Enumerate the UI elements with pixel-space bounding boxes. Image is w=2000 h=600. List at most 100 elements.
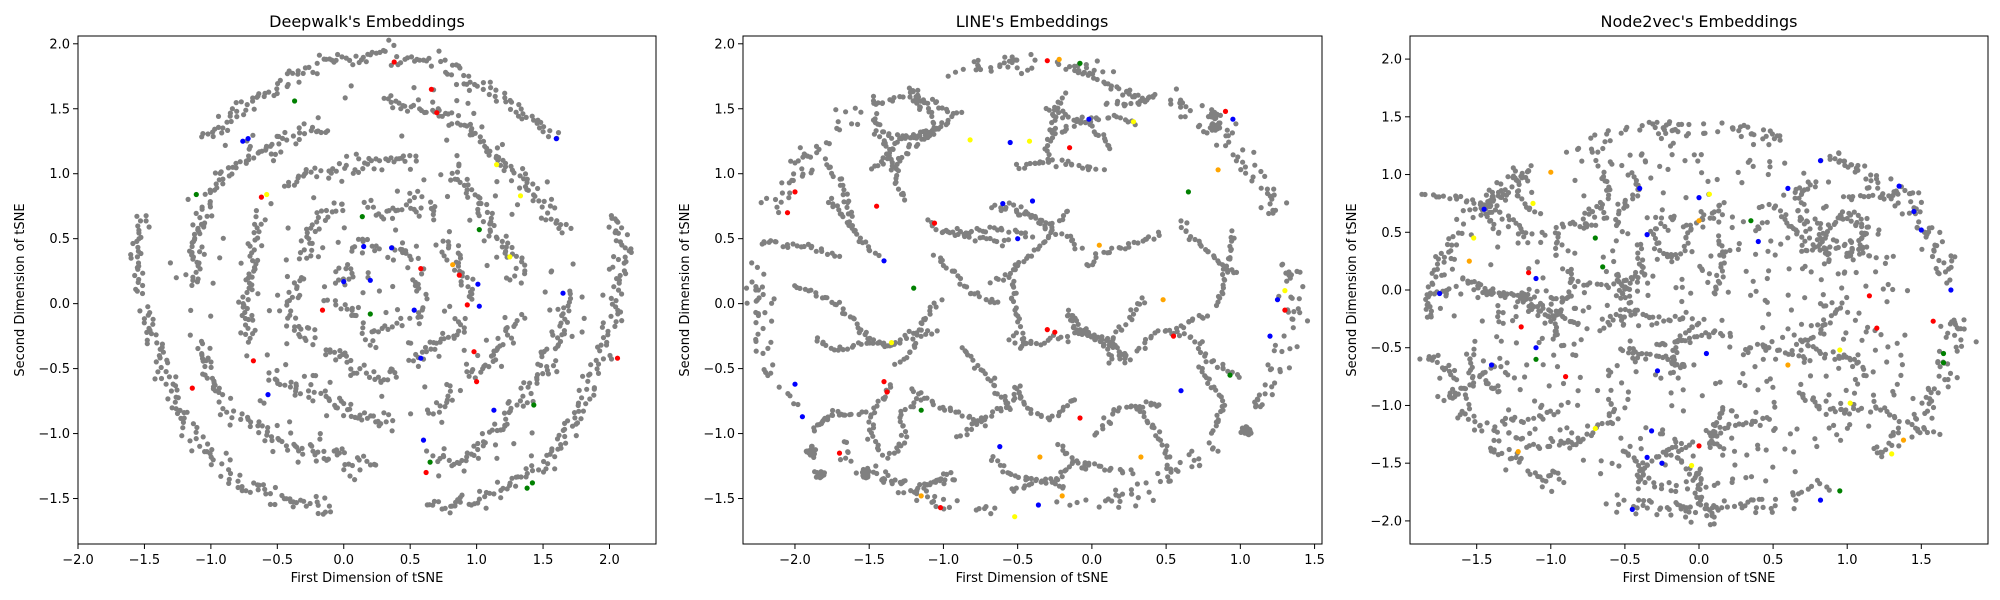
scatter-point (311, 195, 317, 201)
scatter-point (1943, 334, 1949, 340)
scatter-point (1910, 395, 1916, 402)
y-tick-label: 0.0 (714, 297, 735, 312)
scatter-point (1686, 471, 1693, 477)
scatter-point (1518, 456, 1524, 462)
scatter-point (1529, 231, 1535, 237)
scatter-point (1055, 105, 1061, 111)
scatter-point (1109, 245, 1115, 251)
scatter-point (1870, 392, 1877, 398)
scatter-point (1655, 131, 1662, 137)
y-tick-label: 1.5 (714, 102, 735, 117)
scatter-point (937, 478, 943, 484)
scatter-point (933, 227, 939, 233)
scatter-point (1823, 373, 1829, 379)
scatter-point (1832, 356, 1838, 362)
scatter-point (413, 158, 419, 164)
scatter-point (1503, 467, 1509, 473)
scatter-point (1804, 208, 1810, 214)
scatter-point (1099, 337, 1105, 343)
scatter-point (373, 243, 379, 249)
scatter-point (513, 483, 519, 489)
scatter-point (1495, 314, 1501, 320)
highlight-point (1044, 58, 1050, 64)
scatter-point (138, 250, 144, 257)
scatter-point (1952, 332, 1958, 338)
scatter-point (579, 329, 585, 335)
highlight-point (1178, 388, 1184, 394)
scatter-point (1668, 512, 1674, 518)
scatter-point (187, 332, 193, 338)
scatter-point (398, 106, 404, 112)
scatter-point (1949, 258, 1955, 264)
scatter-point (531, 192, 537, 198)
scatter-point (173, 374, 179, 380)
highlight-point (428, 86, 434, 92)
scatter-point (568, 225, 574, 231)
scatter-point (484, 209, 490, 215)
scatter-point (364, 236, 370, 243)
scatter-point (587, 371, 593, 377)
scatter-point (1272, 342, 1278, 348)
scatter-point (507, 480, 513, 486)
y-tick-label: −0.5 (38, 362, 70, 377)
scatter-point (961, 283, 968, 289)
scatter-point (293, 141, 299, 147)
scatter-point (1607, 138, 1613, 144)
scatter-point (373, 462, 379, 468)
scatter-point (1006, 274, 1012, 280)
scatter-point (442, 57, 448, 63)
scatter-point (1007, 270, 1014, 277)
scatter-point (1269, 392, 1275, 398)
scatter-point (1954, 348, 1960, 354)
highlight-point (799, 414, 806, 420)
x-tick-label: 0.5 (1156, 553, 1177, 568)
scatter-point (1933, 265, 1939, 272)
scatter-point (1523, 230, 1529, 236)
scatter-point (744, 300, 750, 306)
scatter-point (1566, 289, 1572, 295)
scatter-point (361, 199, 367, 205)
scatter-point (1071, 241, 1077, 247)
scatter-point (245, 297, 251, 303)
scatter-point (1189, 448, 1195, 454)
scatter-point (1021, 485, 1027, 491)
scatter-point (472, 192, 478, 198)
scatter-point (754, 264, 761, 270)
x-tick-label: 1.5 (1304, 553, 1325, 568)
scatter-point (534, 380, 540, 386)
scatter-point (1760, 415, 1766, 421)
scatter-point (989, 413, 995, 419)
scatter-point (1152, 330, 1158, 336)
scatter-point (1538, 239, 1544, 245)
scatter-point (968, 426, 975, 432)
scatter-point (1841, 410, 1848, 416)
scatter-point (1041, 240, 1047, 246)
scatter-point (1805, 486, 1811, 492)
scatter-point (1627, 152, 1633, 158)
scatter-point (1953, 344, 1959, 350)
scatter-point (1164, 462, 1170, 468)
scatter-point (222, 142, 228, 148)
scatter-point (1146, 489, 1152, 495)
scatter-point (1118, 245, 1124, 251)
scatter-point (1719, 212, 1725, 218)
scatter-point (1066, 464, 1072, 470)
scatter-point (1844, 425, 1850, 431)
scatter-point (389, 428, 395, 434)
scatter-point (154, 340, 160, 346)
scatter-point (966, 414, 972, 420)
scatter-point (1630, 346, 1636, 352)
scatter-point (1229, 238, 1235, 244)
scatter-point (255, 487, 261, 493)
highlight-point (450, 262, 456, 268)
scatter-point (1684, 486, 1691, 492)
scatter-point (1890, 253, 1896, 259)
scatter-point (998, 408, 1004, 414)
scatter-point (239, 488, 245, 494)
scatter-point (1052, 117, 1058, 123)
scatter-point (1491, 221, 1497, 227)
highlight-point (614, 355, 621, 361)
scatter-point (461, 468, 467, 474)
scatter-point (943, 227, 949, 233)
scatter-point (1838, 437, 1844, 443)
